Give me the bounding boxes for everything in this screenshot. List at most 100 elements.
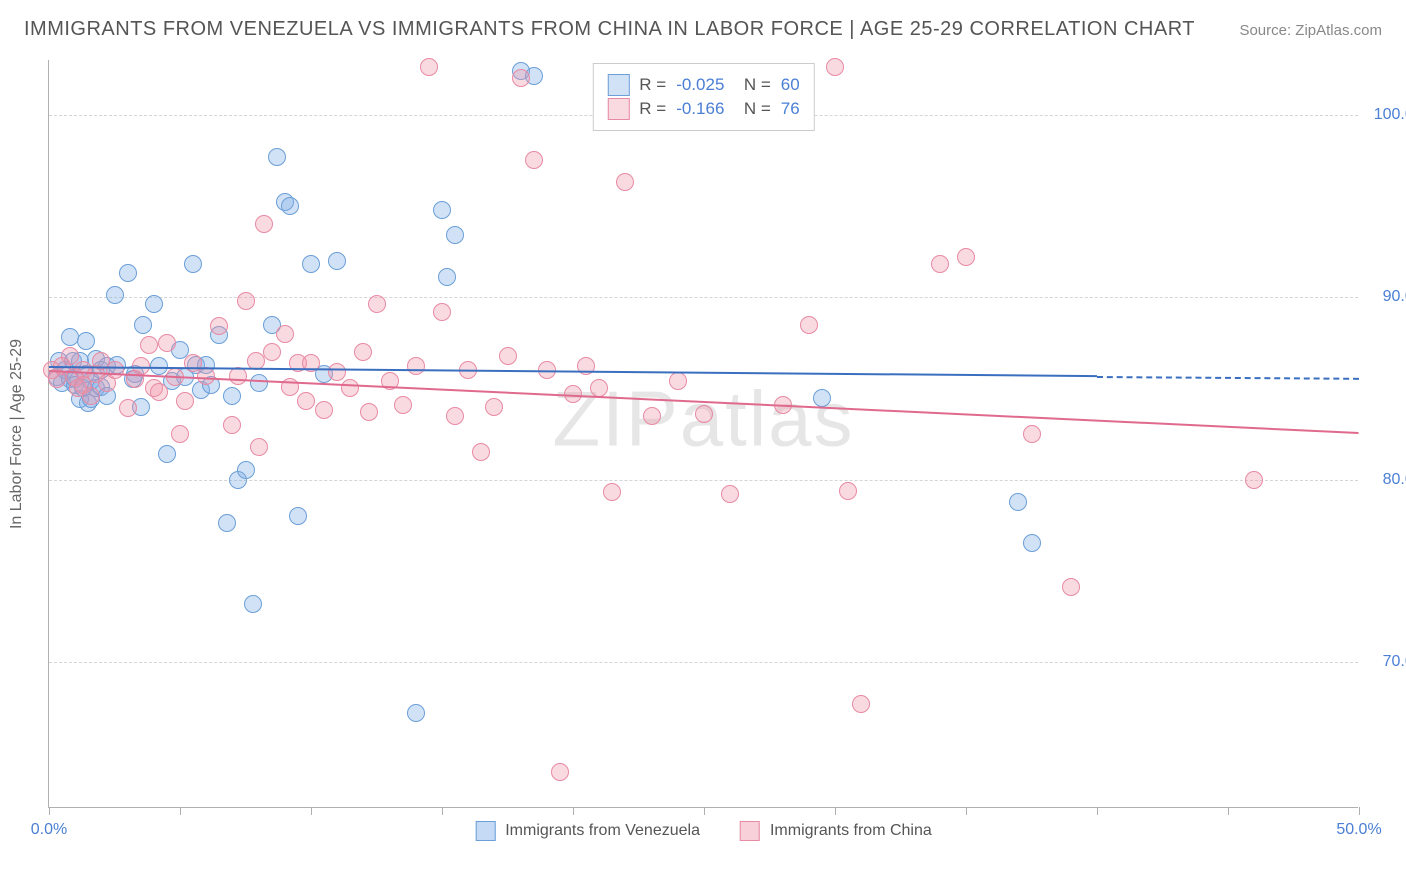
data-point xyxy=(297,392,315,410)
data-point xyxy=(315,401,333,419)
data-point xyxy=(276,325,294,343)
data-point xyxy=(360,403,378,421)
data-point xyxy=(328,252,346,270)
data-point xyxy=(1009,493,1027,511)
data-point xyxy=(839,482,857,500)
gridline xyxy=(49,662,1358,663)
legend-swatch xyxy=(607,98,629,120)
data-point xyxy=(800,316,818,334)
data-point xyxy=(721,485,739,503)
data-point xyxy=(328,363,346,381)
x-tick xyxy=(704,807,705,815)
data-point xyxy=(158,445,176,463)
y-tick-label: 100.0% xyxy=(1374,106,1406,124)
data-point xyxy=(150,383,168,401)
data-point xyxy=(250,374,268,392)
x-tick xyxy=(1097,807,1098,815)
data-point xyxy=(119,264,137,282)
y-tick-label: 80.0% xyxy=(1383,471,1406,489)
data-point xyxy=(577,357,595,375)
data-point xyxy=(695,405,713,423)
data-point xyxy=(140,336,158,354)
data-point xyxy=(218,514,236,532)
data-point xyxy=(354,343,372,361)
data-point xyxy=(407,704,425,722)
data-point xyxy=(77,332,95,350)
data-point xyxy=(616,173,634,191)
data-point xyxy=(813,389,831,407)
data-point xyxy=(244,595,262,613)
data-point xyxy=(826,58,844,76)
x-tick xyxy=(49,807,50,815)
trend-line xyxy=(1097,376,1359,380)
source-attribution: Source: ZipAtlas.com xyxy=(1239,22,1382,39)
data-point xyxy=(106,286,124,304)
data-point xyxy=(485,398,503,416)
data-point xyxy=(223,387,241,405)
data-point xyxy=(590,379,608,397)
data-point xyxy=(438,268,456,286)
x-tick xyxy=(442,807,443,815)
legend-item: Immigrants from Venezuela xyxy=(475,821,700,841)
data-point xyxy=(957,248,975,266)
data-point xyxy=(210,317,228,335)
data-point xyxy=(176,392,194,410)
data-point xyxy=(669,372,687,390)
data-point xyxy=(289,507,307,525)
data-point xyxy=(82,387,100,405)
x-tick xyxy=(1359,807,1360,815)
data-point xyxy=(255,215,273,233)
x-tick-label: 50.0% xyxy=(1336,821,1381,839)
x-tick xyxy=(311,807,312,815)
data-point xyxy=(433,201,451,219)
y-tick-label: 90.0% xyxy=(1383,288,1406,306)
data-point xyxy=(145,295,163,313)
data-point xyxy=(433,303,451,321)
chart-title: IMMIGRANTS FROM VENEZUELA VS IMMIGRANTS … xyxy=(24,18,1195,41)
data-point xyxy=(1023,534,1041,552)
x-tick xyxy=(1228,807,1229,815)
data-point xyxy=(171,425,189,443)
data-point xyxy=(1245,471,1263,489)
data-point xyxy=(1023,425,1041,443)
data-point xyxy=(512,69,530,87)
data-point xyxy=(551,763,569,781)
data-point xyxy=(341,379,359,397)
legend-item: Immigrants from China xyxy=(740,821,932,841)
x-tick xyxy=(966,807,967,815)
data-point xyxy=(852,695,870,713)
y-axis-label: In Labor Force | Age 25-29 xyxy=(8,338,26,528)
data-point xyxy=(223,416,241,434)
y-tick-label: 70.0% xyxy=(1383,653,1406,671)
x-tick xyxy=(573,807,574,815)
data-point xyxy=(643,407,661,425)
data-point xyxy=(931,255,949,273)
data-point xyxy=(302,255,320,273)
data-point xyxy=(603,483,621,501)
legend-row: R = -0.025 N = 60 xyxy=(607,74,799,96)
data-point xyxy=(394,396,412,414)
correlation-legend: R = -0.025 N = 60R = -0.166 N = 76 xyxy=(592,63,814,131)
data-point xyxy=(1062,578,1080,596)
data-point xyxy=(184,255,202,273)
data-point xyxy=(134,316,152,334)
x-tick-label: 0.0% xyxy=(31,821,67,839)
data-point xyxy=(237,461,255,479)
data-point xyxy=(420,58,438,76)
data-point xyxy=(446,226,464,244)
x-tick xyxy=(835,807,836,815)
data-point xyxy=(446,407,464,425)
data-point xyxy=(472,443,490,461)
scatter-chart: In Labor Force | Age 25-29 ZIPatlas 70.0… xyxy=(48,60,1358,808)
data-point xyxy=(106,361,124,379)
data-point xyxy=(407,357,425,375)
legend-swatch xyxy=(475,821,495,841)
data-point xyxy=(368,295,386,313)
data-point xyxy=(237,292,255,310)
data-point xyxy=(119,399,137,417)
x-tick xyxy=(180,807,181,815)
data-point xyxy=(268,148,286,166)
data-point xyxy=(158,334,176,352)
data-point xyxy=(250,438,268,456)
data-point xyxy=(281,197,299,215)
